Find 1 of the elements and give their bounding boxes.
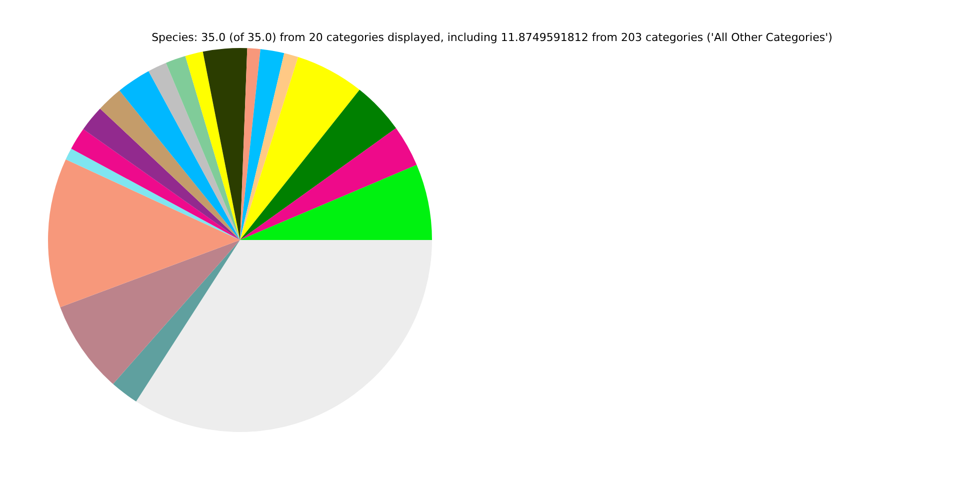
text: Species: 35.0 (of 35.0) from 20 categories displayed, including 11.8749591812 from 203 categories ('All Other Categories')	[150, 31, 834, 44]
